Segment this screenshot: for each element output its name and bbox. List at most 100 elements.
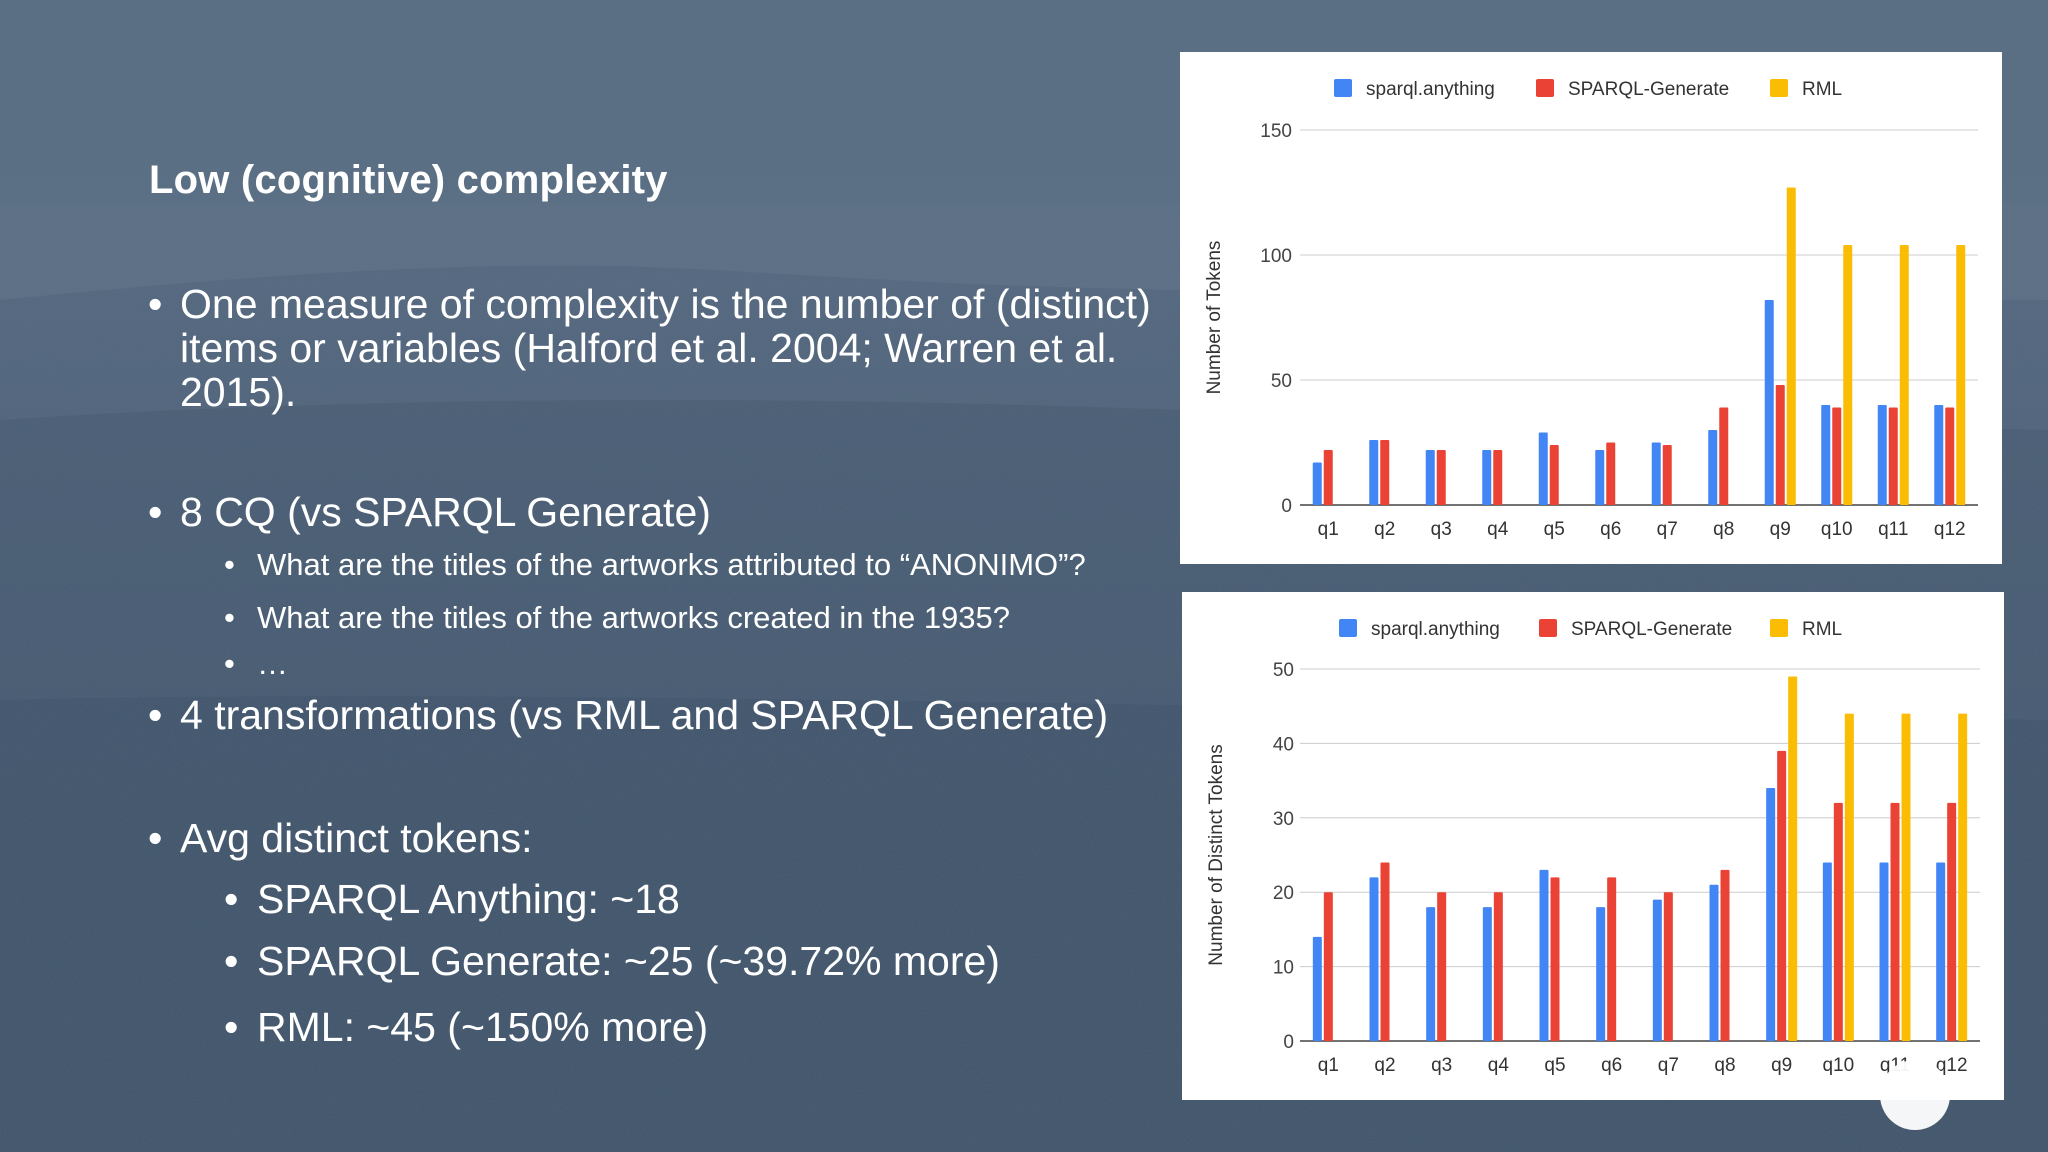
bullet-dot: • <box>148 489 163 535</box>
bullet-text: SPARQL Generate: ~25 (~39.72% more) <box>257 938 1000 984</box>
sub-bullet-sparql-anything: • SPARQL Anything: ~18 <box>148 876 1158 922</box>
x-tick-label: q4 <box>1488 1055 1510 1076</box>
bar-q7-0 <box>1651 442 1661 505</box>
bar-q1-0 <box>1312 936 1322 1041</box>
bar-q5-1 <box>1550 877 1560 1041</box>
chart-legend: sparql.anything SPARQL-Generate RML <box>1339 619 1842 640</box>
bar-q5-0 <box>1538 432 1548 505</box>
bullet-text: 8 CQ (vs SPARQL Generate) <box>180 489 711 535</box>
legend-swatch-2 <box>1770 619 1788 637</box>
x-tick-label: q2 <box>1374 1055 1395 1076</box>
x-tick-label: q4 <box>1487 519 1509 540</box>
bullet-dot: • <box>224 547 235 582</box>
legend-swatch-2 <box>1770 79 1788 97</box>
bar-q1-1 <box>1323 892 1333 1041</box>
bar-q8-0 <box>1708 430 1718 505</box>
bar-q2-0 <box>1369 877 1379 1041</box>
bar-q9-0 <box>1764 300 1774 505</box>
x-tick-label: q5 <box>1544 1055 1565 1076</box>
y-tick-label: 150 <box>1260 121 1292 142</box>
bar-q10-2 <box>1844 713 1854 1041</box>
page-indicator <box>1880 1060 1950 1130</box>
bullet-cq: • 8 CQ (vs SPARQL Generate) <box>148 490 1158 534</box>
bar-q1-1 <box>1323 450 1333 505</box>
bar-q4-0 <box>1482 907 1492 1041</box>
x-tick-label: q10 <box>1821 519 1853 540</box>
x-tick-label: q7 <box>1658 1055 1679 1076</box>
bar-q2-0 <box>1369 440 1379 505</box>
y-tick-label: 20 <box>1273 883 1294 904</box>
bullet-text: What are the titles of the artworks crea… <box>257 600 1011 635</box>
y-tick-label: 50 <box>1273 660 1294 681</box>
bar-q11-0 <box>1877 405 1887 505</box>
bullet-avg-tokens: • Avg distinct tokens: <box>148 816 1158 860</box>
slide-title: Low (cognitive) complexity <box>149 158 668 202</box>
legend-swatch-1 <box>1539 619 1557 637</box>
bar-q9-2 <box>1786 187 1796 505</box>
bullet-text: RML: ~45 (~150% more) <box>257 1004 709 1050</box>
bar-q10-1 <box>1833 802 1843 1041</box>
bar-q3-0 <box>1425 450 1435 505</box>
bullet-dot: • <box>224 646 235 681</box>
bar-q12-0 <box>1934 405 1944 505</box>
x-tick-label: q2 <box>1374 519 1395 540</box>
bar-q9-2 <box>1788 676 1798 1041</box>
x-tick-label: q1 <box>1318 1055 1339 1076</box>
x-tick-label: q10 <box>1822 1055 1854 1076</box>
x-tick-label: q11 <box>1878 519 1908 540</box>
bar-q11-2 <box>1899 245 1909 505</box>
bar-q11-1 <box>1890 802 1900 1041</box>
x-tick-label: q8 <box>1713 519 1734 540</box>
bullet-text: … <box>257 646 288 681</box>
sub-bullet-cq-2: • What are the titles of the artworks cr… <box>148 599 1158 637</box>
y-tick-label: 0 <box>1281 496 1292 517</box>
bar-q9-1 <box>1775 385 1785 505</box>
y-axis-label: Number of Tokens <box>1204 241 1225 395</box>
bar-q2-1 <box>1380 440 1390 505</box>
x-tick-label: q5 <box>1544 519 1565 540</box>
bullet-dot: • <box>148 692 163 738</box>
bar-q5-0 <box>1539 869 1549 1041</box>
bar-q11-2 <box>1901 713 1911 1041</box>
bar-q7-1 <box>1663 892 1673 1041</box>
bullet-dot: • <box>224 876 239 922</box>
legend-swatch-0 <box>1334 79 1352 97</box>
bar-q8-1 <box>1719 407 1729 505</box>
bullet-text: SPARQL Anything: ~18 <box>257 876 680 922</box>
x-tick-label: q9 <box>1771 1055 1792 1076</box>
y-tick-label: 10 <box>1273 958 1294 979</box>
bullet-transformations: • 4 transformations (vs RML and SPARQL G… <box>148 693 1158 737</box>
bar-q10-0 <box>1822 862 1832 1041</box>
x-tick-label: q8 <box>1714 1055 1735 1076</box>
chart-svg-distinct-tokens: sparql.anything SPARQL-Generate RML 0 10 20 30… <box>1206 619 1980 1076</box>
bar-q4-1 <box>1493 892 1503 1041</box>
bar-q12-2 <box>1956 245 1966 505</box>
bar-q12-0 <box>1936 862 1946 1041</box>
bar-q10-2 <box>1843 245 1853 505</box>
sub-bullet-ellipsis: • … <box>148 645 1158 683</box>
legend-swatch-0 <box>1339 619 1357 637</box>
bar-q5-1 <box>1549 445 1559 505</box>
bar-q9-1 <box>1777 750 1787 1041</box>
y-tick-label: 40 <box>1273 734 1294 755</box>
bullet-complexity-measure: • One measure of complexity is the numbe… <box>148 282 1158 414</box>
bar-q6-1 <box>1607 877 1617 1041</box>
legend-label-1: SPARQL-Generate <box>1571 619 1732 640</box>
bar-q6-0 <box>1595 450 1605 505</box>
x-tick-label: q6 <box>1601 1055 1622 1076</box>
x-tick-label: q3 <box>1431 519 1452 540</box>
bullet-text: 4 transformations (vs RML and SPARQL Gen… <box>180 692 1109 738</box>
chart-svg-tokens: sparql.anything SPARQL-Generate RML 0 50 100 1… <box>1204 79 1978 540</box>
sub-bullet-rml: • RML: ~45 (~150% more) <box>148 1004 1158 1050</box>
bar-q3-1 <box>1437 892 1447 1041</box>
x-tick-label: q7 <box>1657 519 1678 540</box>
chart-legend: sparql.anything SPARQL-Generate RML <box>1334 79 1842 100</box>
bullet-dot: • <box>224 938 239 984</box>
bullet-dot: • <box>148 815 163 861</box>
bullet-text: One measure of complexity is the number … <box>180 281 1151 415</box>
legend-label-0: sparql.anything <box>1371 619 1500 640</box>
x-tick-label: q6 <box>1600 519 1621 540</box>
bar-q10-0 <box>1821 405 1831 505</box>
bullet-dot: • <box>148 281 163 327</box>
sub-bullet-sparql-generate: • SPARQL Generate: ~25 (~39.72% more) <box>148 938 1158 984</box>
